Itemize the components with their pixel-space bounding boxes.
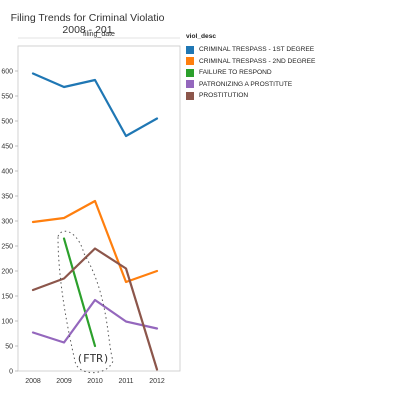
legend-title: viol_desc [186, 33, 217, 40]
annotation-text: (FTR) [76, 352, 109, 365]
y-tick-label: 50 [5, 344, 13, 351]
legend-item: FAILURE TO RESPOND [186, 67, 315, 79]
legend-label: CRIMINAL TRESPASS - 1ST DEGREE [199, 46, 315, 54]
y-tick-label: 250 [1, 244, 13, 251]
legend-item: CRIMINAL TRESPASS - 1ST DEGREE [186, 44, 315, 56]
legend-swatch [186, 80, 194, 89]
x-tick-label: 2011 [118, 378, 133, 385]
legend-items: CRIMINAL TRESPASS - 1ST DEGREE CRIMINAL T… [186, 44, 315, 102]
chart-title: Filing Trends for Criminal Violatio [10, 12, 165, 24]
y-tick-label: 350 [1, 194, 13, 201]
plot-frame [17, 45, 181, 372]
y-tick-label: 0 [9, 369, 13, 376]
legend-label: CRIMINAL TRESPASS - 2ND DEGREE [199, 57, 316, 65]
series-line-0 [31, 72, 159, 138]
legend-item: PROSTITUTION [186, 90, 315, 102]
y-tick-label: 500 [1, 119, 13, 126]
legend-label: PROSTITUTION [199, 92, 249, 100]
x-tick-label: 2012 [149, 378, 165, 385]
y-tick-label: 600 [1, 69, 13, 76]
legend-swatch [186, 68, 194, 77]
legend-swatch [186, 45, 194, 54]
y-tick-label: 550 [1, 94, 13, 101]
legend-swatch [186, 91, 194, 100]
y-tick-label: 150 [1, 294, 13, 301]
series-line-1 [31, 199, 159, 284]
x-tick-label: 2008 [25, 378, 41, 385]
x-axis-label: filing_date [83, 31, 115, 38]
series-line-2 [62, 237, 97, 348]
y-tick-label: 200 [1, 269, 13, 276]
legend-item: CRIMINAL TRESPASS - 2ND DEGREE [186, 56, 315, 68]
legend-label: PATRONIZING A PROSTITUTE [199, 80, 293, 88]
x-tick-label: 2010 [87, 378, 103, 385]
legend-swatch [186, 57, 194, 66]
y-tick-label: 100 [1, 319, 13, 326]
legend: viol_desc CRIMINAL TRESPASS - 1ST DEGREE… [186, 33, 315, 102]
chart-subtitle: 2008 - 201 [62, 24, 113, 36]
x-tick-label: 2009 [56, 378, 72, 385]
series-line-3 [31, 298, 159, 344]
legend-item: PATRONIZING A PROSTITUTE [186, 79, 315, 91]
series-line-4 [31, 247, 159, 371]
legend-label: FAILURE TO RESPOND [199, 69, 272, 77]
y-tick-label: 300 [1, 219, 13, 226]
y-tick-label: 400 [1, 169, 13, 176]
y-tick-label: 450 [1, 144, 13, 151]
